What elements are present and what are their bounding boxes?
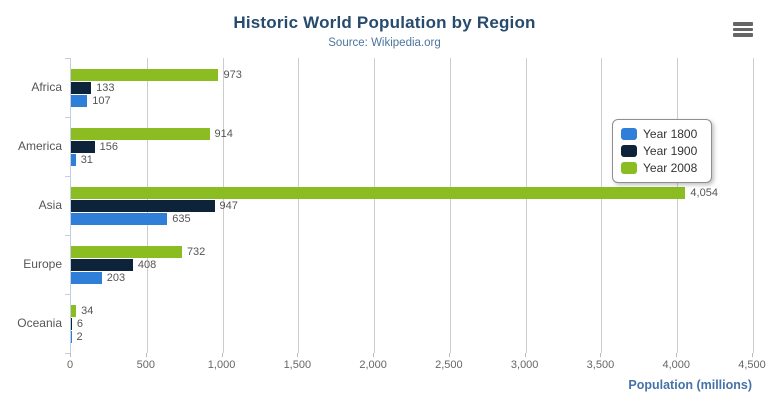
bar-year-1800-asia[interactable]: 635 — [71, 212, 191, 225]
x-axis-label: 500 — [136, 359, 155, 371]
chart-subtitle: Source: Wikipedia.org — [328, 37, 441, 49]
bar-year-1900-america[interactable]: 156 — [71, 140, 118, 153]
bar-year-1800-africa[interactable]: 107 — [71, 94, 111, 107]
bar-year-1900-europe[interactable]: 408 — [71, 258, 156, 271]
legend-item-year-2008[interactable]: Year 2008 — [621, 161, 703, 175]
bar-year-2008-america[interactable]: 914 — [71, 127, 233, 140]
x-axis-tick — [524, 353, 526, 357]
export-menu-icon[interactable] — [733, 22, 753, 37]
x-axis-label: 0 — [66, 359, 74, 371]
bar-year-2008-asia[interactable]: 4,054 — [71, 186, 718, 199]
category-axis-tick — [65, 117, 70, 118]
data-label: 2 — [76, 330, 83, 343]
bar-group-oceania: 34 6 2 — [71, 294, 753, 353]
chart-title: Historic World Population by Region — [233, 13, 536, 32]
category-axis-tick — [65, 58, 70, 59]
bar-year-1900-oceania[interactable]: 6 — [71, 317, 83, 330]
category-label-oceania: Oceania — [17, 316, 62, 330]
x-axis-tick — [752, 353, 753, 357]
data-label: 107 — [92, 94, 111, 107]
bar-year-2008-europe[interactable]: 732 — [71, 245, 205, 258]
plot-area: 973 133 107 914 156 31 4,054 947 635 732 408 203 34 6… — [70, 58, 754, 353]
gridline — [298, 58, 300, 353]
hamburger-bar — [733, 27, 753, 32]
category-axis-tick — [65, 353, 70, 354]
gridline — [222, 58, 224, 353]
x-axis-tick — [373, 353, 375, 357]
data-label: 914 — [214, 127, 233, 140]
x-axis-label: 4,500 — [738, 359, 766, 371]
data-label: 133 — [96, 81, 115, 94]
data-label: 6 — [76, 317, 84, 330]
category-axis-tick — [65, 235, 70, 236]
bar-group-america: 914 156 31 — [71, 117, 753, 176]
data-label: 203 — [106, 271, 126, 284]
category-label-asia: Asia — [38, 198, 62, 212]
x-axis-label: 1,000 — [207, 359, 236, 371]
x-axis-tick — [145, 353, 147, 357]
gridline — [525, 58, 527, 353]
legend-item-year-1900[interactable]: Year 1900 — [621, 144, 703, 158]
category-axis-tick — [65, 176, 70, 177]
bar-year-1800-america[interactable]: 31 — [71, 153, 93, 166]
x-axis-label: 2,000 — [359, 359, 387, 371]
bar-year-1900-africa[interactable]: 133 — [71, 81, 115, 94]
data-label: 635 — [172, 212, 191, 225]
legend-label: Year 1800 — [643, 127, 698, 141]
bar-year-1800-oceania[interactable]: 2 — [71, 330, 83, 343]
category-axis-tick — [65, 294, 70, 295]
x-axis-tick — [676, 353, 678, 357]
bar-year-1800-europe[interactable]: 203 — [71, 271, 125, 284]
gridline — [677, 58, 679, 353]
x-axis-tick — [600, 353, 602, 357]
data-label: 947 — [219, 199, 238, 212]
gridline — [449, 58, 451, 353]
data-label: 4,054 — [690, 186, 718, 199]
legend-item-year-1800[interactable]: Year 1800 — [621, 127, 703, 141]
legend-swatch-icon — [621, 162, 637, 174]
data-label: 732 — [186, 245, 206, 258]
hamburger-bar — [733, 22, 753, 26]
legend-swatch-icon — [621, 145, 637, 157]
x-axis-label: 2,500 — [435, 359, 463, 371]
x-axis-title: Population (millions) — [628, 378, 752, 392]
data-label: 31 — [80, 153, 93, 166]
x-axis-label: 3,000 — [510, 359, 539, 371]
x-axis-tick — [70, 353, 71, 357]
bar-year-2008-oceania[interactable]: 34 — [71, 304, 93, 317]
bar-year-1900-asia[interactable]: 947 — [71, 199, 238, 212]
data-label: 973 — [223, 68, 242, 81]
data-label: 156 — [99, 140, 118, 153]
legend-label: Year 2008 — [643, 161, 698, 175]
x-axis-tick — [297, 353, 299, 357]
gridline — [601, 58, 603, 353]
legend: Year 1800 Year 1900 Year 2008 — [612, 119, 712, 183]
x-axis-label: 4,000 — [662, 359, 690, 371]
data-label: 408 — [137, 258, 157, 271]
category-label-europe: Europe — [23, 257, 62, 271]
x-axis-label: 3,500 — [586, 359, 615, 371]
legend-label: Year 1900 — [643, 144, 698, 158]
bar-group-asia: 4,054 947 635 — [71, 176, 753, 235]
data-label: 34 — [81, 304, 94, 317]
x-axis-tick — [448, 353, 450, 357]
bar-group-europe: 732 408 203 — [71, 235, 753, 294]
legend-swatch-icon — [621, 128, 637, 140]
bar-year-2008-africa[interactable]: 973 — [71, 68, 242, 81]
category-label-africa: Africa — [31, 80, 62, 94]
category-label-america: America — [17, 139, 62, 153]
gridline — [753, 58, 754, 353]
hamburger-bar — [733, 33, 753, 37]
gridline — [374, 58, 376, 353]
x-axis-label: 1,500 — [283, 359, 312, 371]
x-axis-tick — [221, 353, 223, 357]
bar-group-africa: 973 133 107 — [71, 58, 753, 117]
